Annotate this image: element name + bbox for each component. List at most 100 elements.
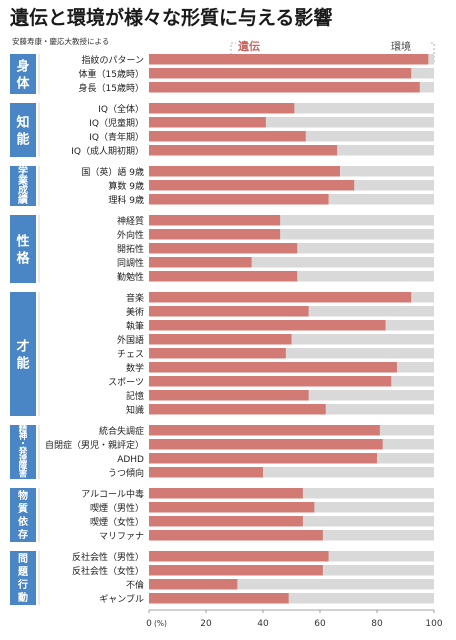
bar-label: 外向性 — [117, 229, 144, 241]
genetic-bar — [149, 306, 309, 317]
bar-label: 理科 9歳 — [108, 194, 144, 206]
genetic-bar — [149, 425, 380, 436]
bar-label: 統合失調症 — [99, 425, 144, 437]
bar-label: アルコール中毒 — [81, 488, 144, 500]
bar-label: 同調性 — [117, 257, 144, 269]
genetic-bar — [149, 453, 377, 464]
genetic-bar — [149, 390, 309, 401]
genetic-bar — [149, 488, 303, 499]
genetic-bar — [149, 243, 298, 254]
genetic-bar — [149, 467, 263, 478]
bar-label: IQ（青年期） — [89, 131, 144, 143]
genetic-bar — [149, 68, 412, 79]
genetic-bar — [149, 404, 326, 415]
bar-label: スポーツ — [108, 377, 144, 388]
genetic-bar — [149, 579, 238, 590]
legend-environment: 環境 — [391, 42, 411, 53]
genetic-bar — [149, 376, 392, 387]
group-label-box — [10, 54, 36, 94]
genetic-bar — [149, 292, 412, 303]
group-label-char: 神 — [19, 431, 28, 442]
group-label-char: 性 — [16, 233, 29, 249]
bar-label: 勤勉性 — [117, 271, 144, 283]
group-label-box — [10, 103, 36, 157]
chart-source: 安藤寿康・慶応大教授による — [12, 37, 110, 46]
bar-label: マリファナ — [99, 531, 144, 542]
group-label-box — [10, 292, 36, 416]
bar-label: 反社会性（男性） — [72, 551, 144, 563]
group-label-char: 格 — [16, 250, 30, 266]
genetic-bar — [149, 348, 286, 359]
genetic-bar — [149, 502, 315, 513]
group-label-box — [10, 166, 36, 206]
genetic-bar — [149, 145, 338, 156]
genetic-bar — [149, 194, 329, 205]
group-label-char: 学 — [18, 164, 28, 177]
bar-label: IQ（児童期） — [89, 117, 144, 129]
environment-bar — [149, 593, 434, 604]
group-label-char: 物 — [18, 489, 28, 502]
x-unit-label: (%) — [154, 619, 167, 628]
group-label-char: 能 — [16, 355, 29, 371]
group-label-box — [10, 215, 36, 283]
environment-bar — [149, 579, 434, 590]
bar-label: 喫煙（女性） — [90, 516, 144, 528]
group-label-char: ・ — [19, 440, 28, 450]
group-label-char: 問 — [18, 553, 28, 565]
bar-label: 神経質 — [117, 215, 144, 227]
bar-label: チェス — [117, 349, 144, 360]
group-label-box — [10, 551, 36, 605]
bar-label: 数学 — [126, 362, 144, 374]
genetic-bar — [149, 82, 420, 93]
group-label-char: 身 — [16, 58, 29, 74]
genetic-bar — [149, 257, 252, 268]
genetic-bar — [149, 229, 281, 240]
group-label-char: 体 — [16, 75, 30, 91]
genetic-bar — [149, 530, 323, 541]
genetic-bar — [149, 117, 266, 128]
environment-bar — [149, 117, 434, 128]
group-label-char: 能 — [16, 131, 29, 147]
bar-label: 記憶 — [126, 390, 144, 402]
environment-bar — [149, 215, 434, 226]
group-label-char: 存 — [18, 528, 28, 541]
genetic-bar — [149, 271, 298, 282]
genetic-bar — [149, 180, 355, 191]
group-label-char: 達 — [19, 454, 28, 465]
bar-label: IQ（成人期初期） — [71, 145, 144, 157]
bar-label: 自閉症（男児・親評定） — [45, 439, 144, 451]
bar-label: 指紋のパターン — [81, 54, 144, 66]
x-tick-label: 0 — [146, 619, 152, 629]
x-tick-label: 20 — [200, 619, 212, 629]
bar-label: 不倫 — [126, 579, 144, 591]
bar-label: 知識 — [126, 404, 144, 416]
bar-label: 喫煙（男性） — [90, 502, 144, 514]
group-label-char: 依 — [18, 515, 29, 528]
bar-label: 外国語 — [117, 334, 144, 346]
genetic-bar — [149, 362, 397, 373]
group-label-char: 質 — [18, 502, 28, 515]
genetic-bar — [149, 516, 303, 527]
group-label-char: 才 — [16, 338, 29, 354]
bar-label: うつ傾向 — [108, 467, 144, 479]
genetic-bar — [149, 334, 292, 345]
bar-label: 体重（15歳時） — [79, 68, 144, 80]
genetic-bar — [149, 565, 323, 576]
bar-label: 算数 9歳 — [108, 180, 144, 192]
x-tick-label: 60 — [314, 619, 326, 629]
group-label-char: 害 — [19, 468, 28, 479]
environment-bar — [149, 229, 434, 240]
environment-bar — [149, 348, 434, 359]
group-label-char: 動 — [18, 591, 28, 604]
genetic-bar — [149, 54, 429, 65]
bar-label: ADHD — [117, 455, 144, 465]
bar-label: 美術 — [126, 306, 144, 318]
bar-label: 身長（15歳時） — [79, 82, 144, 94]
bar-label: 国（英）語 9歳 — [81, 166, 144, 178]
legend-genetic-marker — [230, 42, 236, 63]
genetic-bar — [149, 103, 295, 114]
group-label-char: 発 — [18, 446, 28, 457]
group-label-box — [10, 425, 36, 479]
chart-title: 遺伝と環境が様々な形質に与える影響 — [10, 7, 333, 29]
